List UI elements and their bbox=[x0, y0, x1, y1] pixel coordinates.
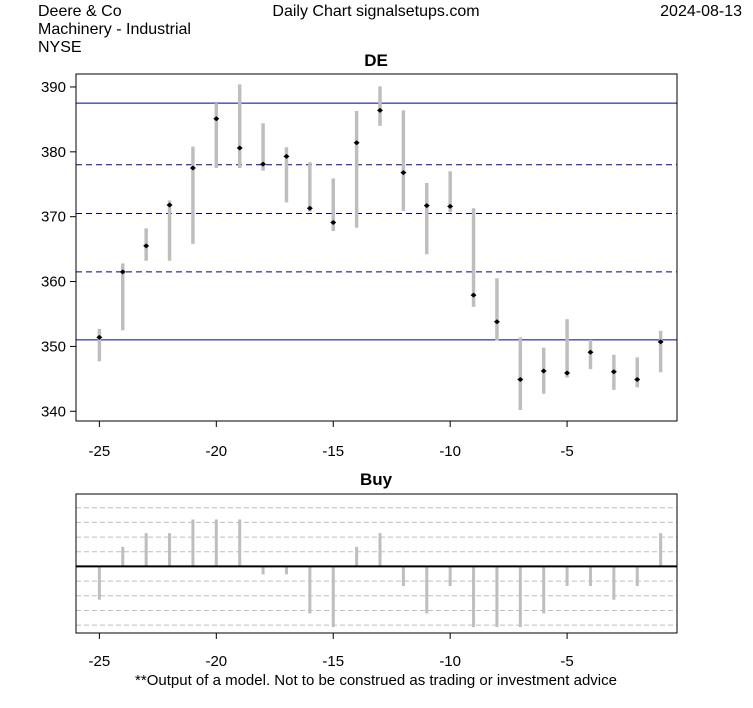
close-marker bbox=[119, 269, 126, 275]
y-tick-label: 370 bbox=[41, 209, 66, 226]
exchange-label: NYSE bbox=[38, 39, 82, 56]
x-tick-label: -15 bbox=[322, 443, 344, 460]
close-marker bbox=[447, 203, 454, 209]
x-tick-label: -20 bbox=[205, 653, 227, 670]
plot-frame bbox=[75, 493, 678, 634]
plot-frame bbox=[75, 73, 678, 422]
x-tick-label: -5 bbox=[560, 443, 573, 460]
close-marker bbox=[587, 349, 594, 355]
buy-chart-title: Buy bbox=[360, 470, 393, 489]
x-tick-label: -20 bbox=[205, 443, 227, 460]
close-marker bbox=[657, 339, 664, 345]
x-tick-label: -10 bbox=[439, 653, 461, 670]
disclaimer-text: **Output of a model. Not to be construed… bbox=[135, 672, 617, 689]
close-marker bbox=[96, 334, 103, 340]
company-name: Deere & Co bbox=[38, 3, 122, 20]
close-marker bbox=[564, 370, 571, 376]
close-marker bbox=[493, 319, 500, 325]
x-tick-label: -25 bbox=[89, 443, 111, 460]
close-marker bbox=[330, 220, 337, 226]
close-marker bbox=[423, 203, 430, 209]
x-tick-label: -10 bbox=[439, 443, 461, 460]
close-marker bbox=[517, 376, 524, 382]
y-tick-label: 340 bbox=[41, 403, 66, 420]
y-tick-label: 360 bbox=[41, 274, 66, 291]
y-tick-label: 350 bbox=[41, 338, 66, 355]
x-tick-label: -15 bbox=[322, 653, 344, 670]
x-tick-label: -5 bbox=[560, 653, 573, 670]
sector-label: Machinery - Industrial bbox=[38, 21, 191, 38]
close-marker bbox=[166, 202, 173, 208]
close-marker bbox=[377, 107, 384, 113]
price-chart-title: DE bbox=[364, 51, 388, 70]
close-marker bbox=[236, 145, 243, 151]
close-marker bbox=[283, 153, 290, 159]
close-marker bbox=[470, 292, 477, 298]
close-marker bbox=[189, 165, 196, 171]
y-tick-label: 380 bbox=[41, 144, 66, 161]
close-marker bbox=[634, 376, 641, 382]
price-panel: 340 350 360 370 380 390 -25 -20 -15 -10 -5 bbox=[41, 73, 678, 460]
chart-source-label: Daily Chart signalsetups.com bbox=[272, 3, 480, 20]
buy-panel: -25 -20 -15 -10 -5 bbox=[75, 493, 678, 670]
close-marker bbox=[306, 205, 313, 211]
close-marker bbox=[260, 161, 267, 167]
close-marker bbox=[400, 170, 407, 176]
close-marker bbox=[353, 140, 360, 146]
close-marker bbox=[213, 116, 220, 122]
x-tick-label: -25 bbox=[89, 653, 111, 670]
close-marker bbox=[540, 368, 547, 374]
close-marker bbox=[610, 369, 617, 375]
y-tick-label: 390 bbox=[41, 79, 66, 96]
chart-date: 2024-08-13 bbox=[660, 3, 742, 20]
close-marker bbox=[143, 243, 150, 249]
